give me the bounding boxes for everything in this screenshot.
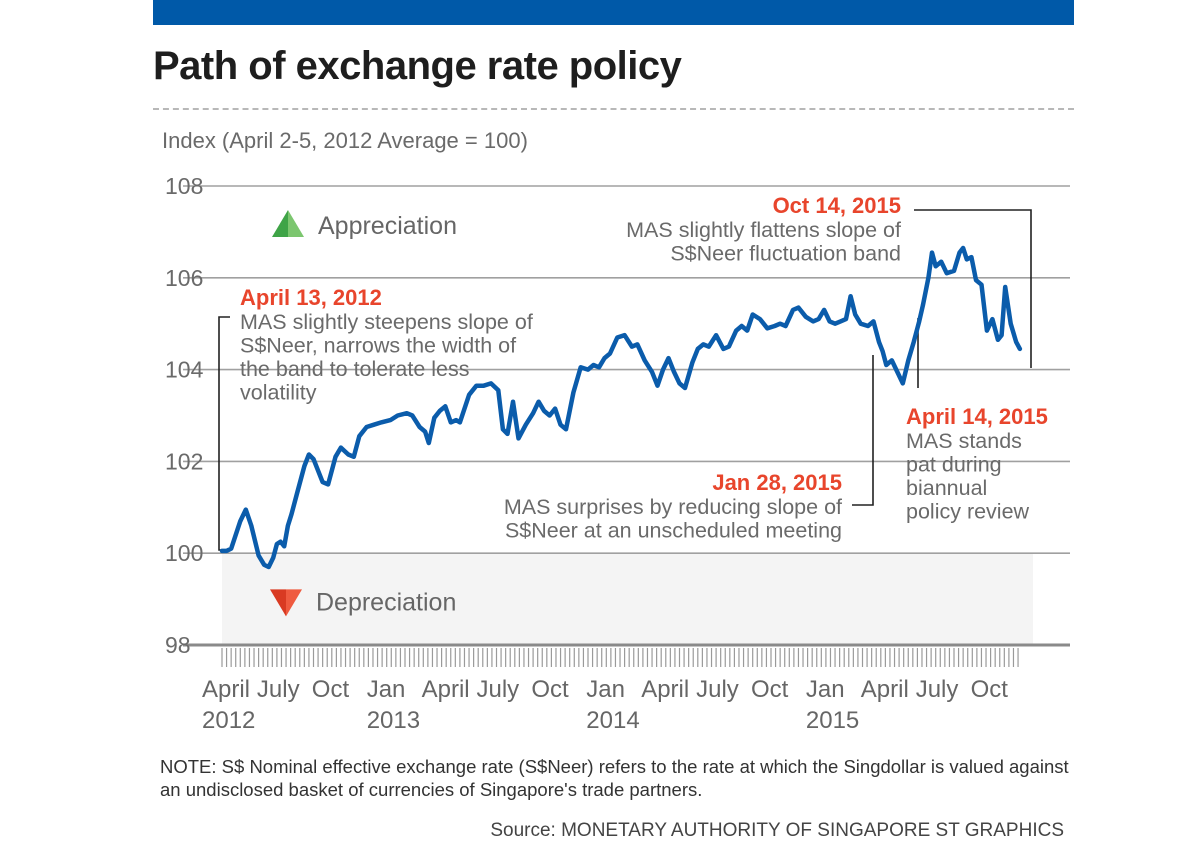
annotation-date: Jan 28, 2015 [712, 470, 842, 495]
x-tick-label: Oct [531, 676, 569, 703]
x-tick-marks [221, 648, 1019, 667]
leader-oct-2015 [914, 209, 1032, 368]
leader-april-2012 [218, 316, 230, 551]
x-tick-label: Jan [586, 676, 625, 703]
y-tick-label: 102 [165, 448, 203, 474]
triangle-down-right-face [286, 589, 302, 617]
annotation-text: biannual [906, 476, 987, 500]
triangle-down-icon [270, 589, 302, 617]
y-axis-label: Index (April 2-5, 2012 Average = 100) [162, 128, 528, 153]
annotation-text: policy review [906, 500, 1030, 524]
y-tick-label: 98 [165, 632, 191, 658]
annotation-text: pat during [906, 453, 1002, 477]
y-tick-label: 108 [165, 173, 203, 199]
x-tick-label: Oct [312, 676, 350, 703]
x-tick-label: July [477, 676, 520, 703]
source-credit: Source: MONETARY AUTHORITY OF SINGAPORE … [490, 820, 1064, 841]
x-tick-label: Oct [751, 676, 789, 703]
x-tick-label: Jan [806, 676, 845, 703]
annotation-text: S$Neer fluctuation band [670, 242, 901, 266]
x-tick-label: July [257, 676, 300, 703]
triangle-up-left-face [272, 210, 288, 238]
x-tick-label: April [641, 676, 689, 703]
x-tick-label: April [422, 676, 470, 703]
series-line [219, 245, 1023, 570]
annotation-text: MAS surprises by reducing slope of [504, 495, 842, 519]
annotation-text: volatility [240, 381, 317, 405]
annotation-text: MAS stands [906, 429, 1022, 453]
plot-background [222, 553, 1033, 645]
x-tick-label: April [861, 676, 909, 703]
x-tick-label: April [202, 676, 250, 703]
chart-title: Path of exchange rate policy [153, 44, 682, 88]
zone-label: Depreciation [316, 588, 456, 616]
gridlines [183, 185, 1070, 647]
x-year-label: 2014 [586, 707, 639, 734]
x-tick-label: Oct [971, 676, 1009, 703]
zone-labels: Appreciation Depreciation [270, 210, 457, 617]
x-year-label: 2012 [202, 707, 255, 734]
x-year-label: 2015 [806, 707, 859, 734]
y-tick-label: 104 [165, 357, 204, 383]
x-tick-label: Jan [367, 676, 406, 703]
annotation-date: April 14, 2015 [906, 404, 1048, 429]
annotation-text: the band to tolerate less [240, 357, 470, 381]
x-year-label: 2013 [367, 707, 420, 734]
x-tick-label: July [916, 676, 959, 703]
triangle-up-right-face [288, 210, 304, 238]
triangle-up-icon [272, 210, 304, 238]
title-divider [153, 108, 1074, 110]
triangle-down-left-face [270, 589, 286, 617]
annotation-text: S$Neer, narrows the width of [240, 334, 516, 358]
x-tick-label: July [696, 676, 739, 703]
accent-bar [153, 0, 1074, 25]
annotation-date: April 13, 2012 [240, 285, 382, 310]
y-tick-label: 106 [165, 265, 203, 291]
annotation-text: S$Neer at an unscheduled meeting [505, 519, 842, 543]
annotation-text: MAS slightly steepens slope of [240, 310, 533, 334]
y-tick-labels: 98 100 102 104 106 108 [165, 173, 204, 658]
annotation-date: Oct 14, 2015 [773, 193, 901, 218]
footnote: NOTE: S$ Nominal effective exchange rate… [160, 756, 1069, 800]
annotation-text: MAS slightly flattens slope of [626, 218, 901, 242]
y-tick-label: 100 [165, 540, 203, 566]
leader-jan-2015 [852, 355, 874, 506]
zone-label: Appreciation [318, 212, 457, 240]
